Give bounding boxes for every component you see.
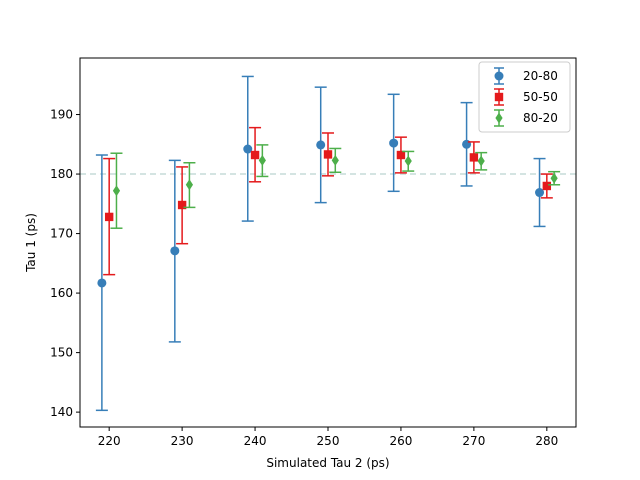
plot-area — [80, 75, 576, 412]
y-tick-label: 190 — [50, 108, 73, 122]
x-tick-label: 240 — [244, 434, 267, 448]
data-point — [550, 172, 558, 184]
legend-item-50-50: 50-50 — [494, 88, 558, 106]
y-axis-label: Tau 1 (ps) — [24, 213, 38, 273]
y-tick-label: 170 — [50, 227, 73, 241]
data-point — [258, 154, 266, 166]
legend-item-20-80: 20-80 — [494, 67, 558, 85]
legend-marker — [495, 112, 503, 124]
data-point — [97, 278, 107, 288]
data-point — [477, 155, 485, 167]
legend-label: 20-80 — [523, 69, 558, 83]
legend-label: 80-20 — [523, 111, 558, 125]
series-80-20 — [110, 144, 561, 229]
legend-label: 50-50 — [523, 90, 558, 104]
legend: 20-80 50-50 80-20 — [478, 61, 571, 133]
series-50-50 — [103, 126, 553, 276]
data-point — [542, 181, 552, 191]
data-point — [469, 153, 479, 162]
data-point — [396, 150, 406, 160]
y-tick-label: 140 — [50, 405, 73, 419]
data-point — [404, 155, 412, 167]
x-tick-label: 260 — [389, 434, 412, 448]
data-point — [462, 139, 472, 149]
x-tick-label: 270 — [462, 434, 485, 448]
data-point — [112, 185, 121, 197]
legend-marker — [494, 71, 504, 81]
data-point — [170, 246, 180, 256]
data-point — [331, 154, 339, 166]
x-tick-label: 250 — [317, 434, 340, 448]
y-tick-label: 160 — [50, 286, 73, 300]
x-axis-label: Simulated Tau 2 (ps) — [266, 456, 389, 470]
legend-marker — [494, 92, 504, 102]
data-point — [177, 200, 187, 210]
data-point — [243, 144, 253, 154]
data-point — [535, 188, 545, 198]
data-point — [185, 179, 194, 191]
data-point — [104, 212, 114, 222]
legend-item-80-20: 80-20 — [494, 109, 558, 127]
data-point — [389, 138, 399, 148]
data-point — [323, 150, 333, 159]
data-point — [316, 140, 326, 150]
x-tick-label: 230 — [171, 434, 194, 448]
y-tick-label: 150 — [50, 346, 73, 360]
axes: 220 230 240 250 260 270 280 140 150 160 170 180 190 — [50, 57, 577, 448]
data-point — [250, 150, 260, 160]
x-tick-label: 220 — [98, 434, 121, 448]
y-tick-label: 180 — [50, 167, 73, 181]
x-tick-label: 280 — [535, 434, 558, 448]
series-20-80 — [95, 75, 546, 412]
